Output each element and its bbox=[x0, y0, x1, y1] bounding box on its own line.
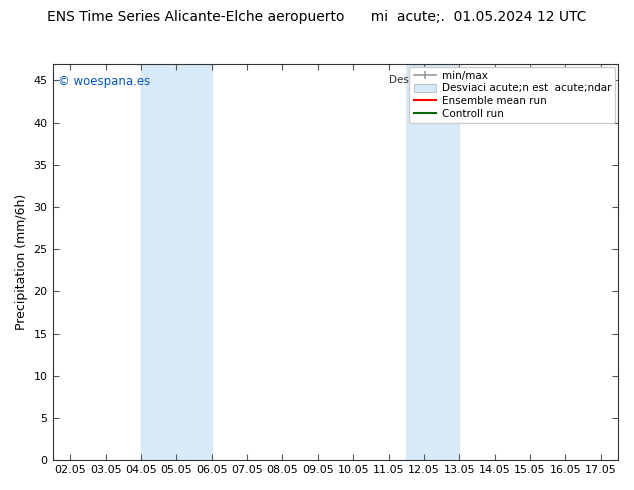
Legend: min/max, Desviaci acute;n est  acute;ndar, Ensemble mean run, Controll run: min/max, Desviaci acute;n est acute;ndar… bbox=[410, 67, 616, 123]
Text: Desviaci: Desviaci bbox=[389, 75, 434, 85]
Bar bbox=[141, 64, 212, 460]
Text: © woespana.es: © woespana.es bbox=[58, 75, 150, 89]
Bar bbox=[406, 64, 459, 460]
Y-axis label: Precipitation (mm/6h): Precipitation (mm/6h) bbox=[15, 194, 28, 330]
Text: ENS Time Series Alicante-Elche aeropuerto      mi  acute;.  01.05.2024 12 UTC: ENS Time Series Alicante-Elche aeropuert… bbox=[48, 10, 586, 24]
